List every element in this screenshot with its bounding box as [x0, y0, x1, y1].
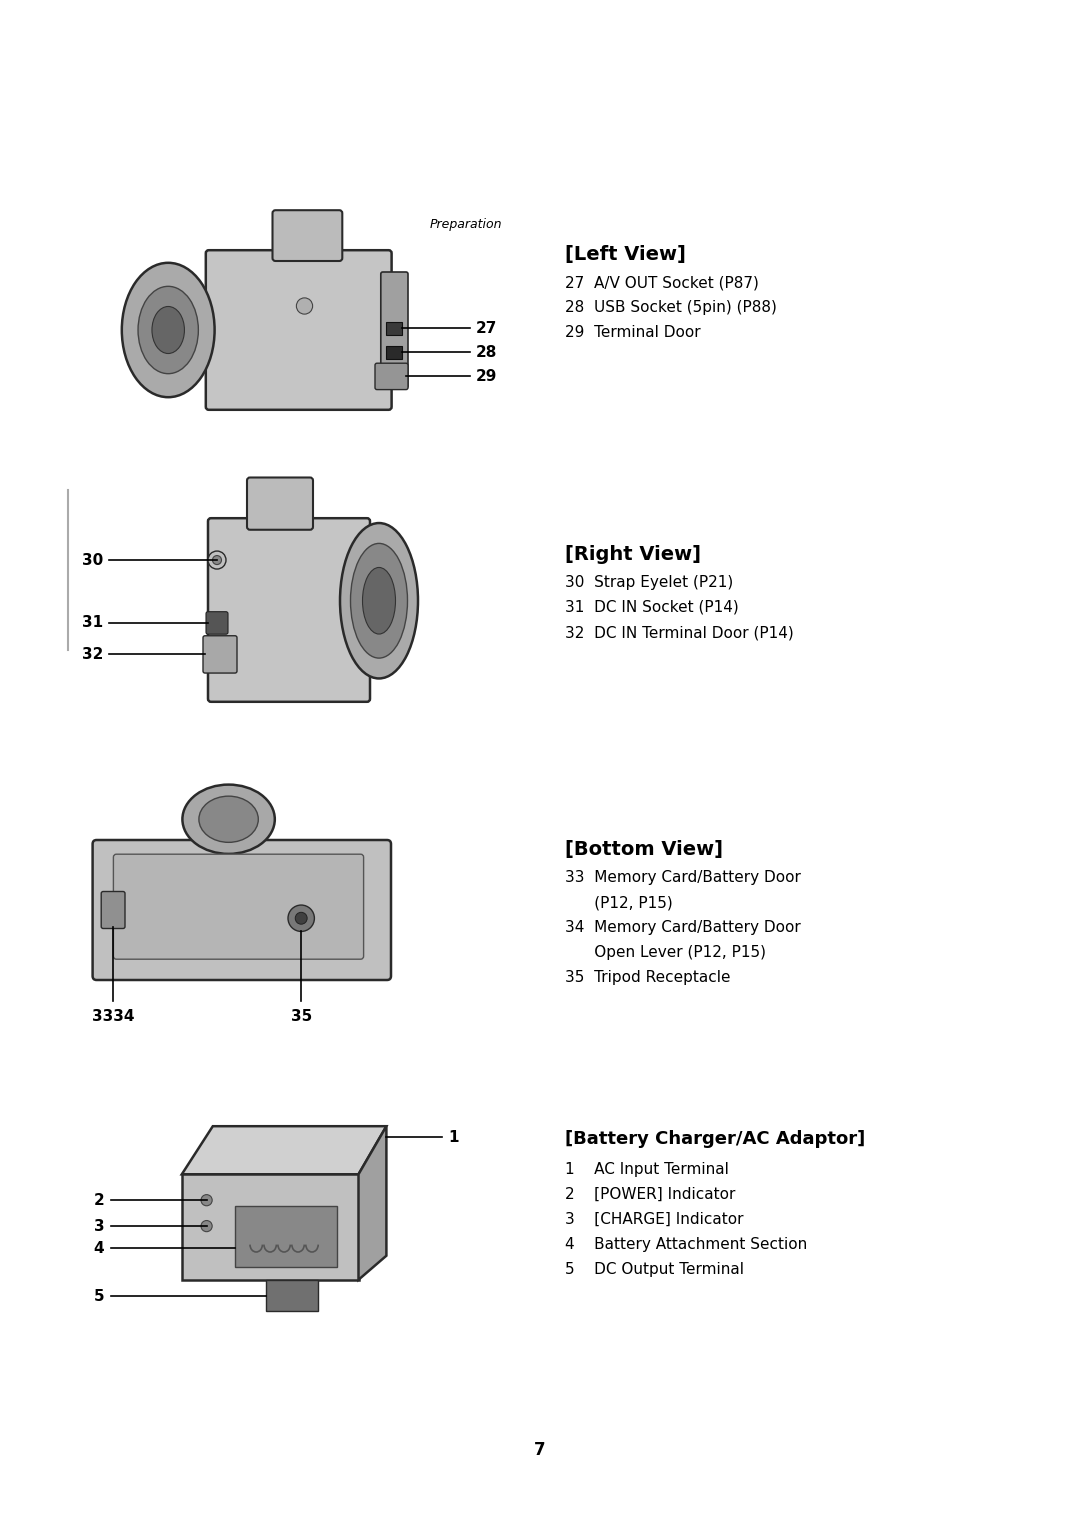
Text: 30  Strap Eyelet (P21): 30 Strap Eyelet (P21) — [565, 575, 733, 591]
Text: 33  Memory Card/Battery Door: 33 Memory Card/Battery Door — [565, 870, 801, 885]
Text: 27: 27 — [475, 320, 497, 336]
Ellipse shape — [122, 262, 215, 397]
Text: 35: 35 — [291, 1009, 312, 1024]
Text: 28: 28 — [475, 345, 497, 360]
Circle shape — [288, 905, 314, 931]
Ellipse shape — [152, 307, 185, 354]
FancyBboxPatch shape — [247, 478, 313, 530]
Ellipse shape — [340, 523, 418, 679]
Bar — [386, 346, 402, 359]
Text: 4    Battery Attachment Section: 4 Battery Attachment Section — [565, 1238, 807, 1251]
FancyBboxPatch shape — [272, 211, 342, 261]
Text: 1    AC Input Terminal: 1 AC Input Terminal — [565, 1161, 729, 1177]
Circle shape — [201, 1221, 212, 1231]
Text: 2    [POWER] Indicator: 2 [POWER] Indicator — [565, 1187, 735, 1202]
Text: [Left View]: [Left View] — [565, 246, 686, 264]
FancyBboxPatch shape — [375, 363, 408, 389]
Ellipse shape — [351, 543, 407, 658]
FancyBboxPatch shape — [102, 891, 125, 928]
FancyBboxPatch shape — [206, 250, 392, 410]
Text: 29  Terminal Door: 29 Terminal Door — [565, 325, 701, 340]
Ellipse shape — [363, 568, 395, 633]
Ellipse shape — [138, 287, 199, 374]
Text: 5: 5 — [94, 1289, 105, 1303]
Text: 32: 32 — [82, 647, 103, 662]
Text: 34  Memory Card/Battery Door: 34 Memory Card/Battery Door — [565, 920, 800, 935]
Polygon shape — [181, 1175, 359, 1280]
Text: 27  A/V OUT Socket (P87): 27 A/V OUT Socket (P87) — [565, 275, 759, 290]
Circle shape — [201, 1195, 212, 1206]
FancyBboxPatch shape — [381, 272, 408, 388]
Text: 29: 29 — [475, 369, 497, 385]
Text: 7: 7 — [535, 1441, 545, 1459]
FancyBboxPatch shape — [93, 839, 391, 980]
Text: 30: 30 — [82, 552, 103, 568]
Text: Preparation: Preparation — [430, 218, 502, 230]
Circle shape — [208, 551, 226, 569]
FancyBboxPatch shape — [208, 519, 370, 702]
Text: 3    [CHARGE] Indicator: 3 [CHARGE] Indicator — [565, 1212, 743, 1227]
Text: 32  DC IN Terminal Door (P14): 32 DC IN Terminal Door (P14) — [565, 626, 794, 639]
Circle shape — [296, 298, 312, 314]
Ellipse shape — [183, 784, 274, 855]
Circle shape — [295, 913, 307, 925]
Text: [Battery Charger/AC Adaptor]: [Battery Charger/AC Adaptor] — [565, 1129, 865, 1148]
FancyBboxPatch shape — [113, 855, 364, 960]
Circle shape — [213, 555, 221, 565]
Text: 3: 3 — [94, 1219, 105, 1233]
Text: (P12, P15): (P12, P15) — [565, 896, 673, 909]
Text: 4: 4 — [94, 1241, 105, 1256]
Text: 5    DC Output Terminal: 5 DC Output Terminal — [565, 1262, 744, 1277]
Text: 28  USB Socket (5pin) (P88): 28 USB Socket (5pin) (P88) — [565, 301, 777, 314]
Polygon shape — [359, 1126, 387, 1280]
Text: 31: 31 — [82, 615, 103, 630]
Text: Open Lever (P12, P15): Open Lever (P12, P15) — [565, 945, 766, 960]
Ellipse shape — [199, 797, 258, 842]
Polygon shape — [266, 1280, 319, 1311]
Bar — [386, 322, 402, 334]
Polygon shape — [181, 1126, 387, 1175]
Text: 35  Tripod Receptacle: 35 Tripod Receptacle — [565, 971, 730, 984]
Text: 3334: 3334 — [92, 1009, 134, 1024]
Text: [Right View]: [Right View] — [565, 545, 701, 565]
Polygon shape — [234, 1206, 337, 1267]
Text: 2: 2 — [94, 1193, 105, 1207]
Text: [Bottom View]: [Bottom View] — [565, 839, 723, 859]
Text: 31  DC IN Socket (P14): 31 DC IN Socket (P14) — [565, 600, 739, 615]
FancyBboxPatch shape — [206, 612, 228, 635]
FancyBboxPatch shape — [203, 636, 237, 673]
Text: 1: 1 — [448, 1129, 459, 1144]
